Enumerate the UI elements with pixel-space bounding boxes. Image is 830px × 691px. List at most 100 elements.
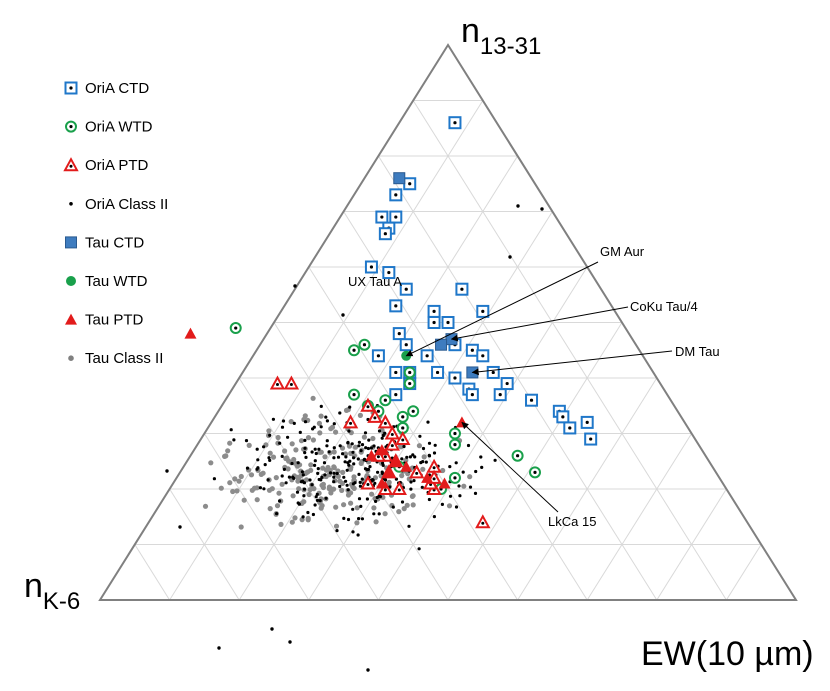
oria-class-ii-point bbox=[325, 419, 329, 423]
oria-class-ii-point bbox=[454, 461, 458, 465]
annotation-label: DM Tau bbox=[675, 344, 720, 359]
oria-ctd-point bbox=[389, 365, 403, 379]
oria-ctd-point bbox=[441, 316, 455, 329]
legend-marker bbox=[65, 236, 77, 249]
oria-wtd-point bbox=[448, 427, 461, 440]
oria-ctd-point bbox=[389, 388, 403, 402]
oria-class-ii-point bbox=[473, 491, 478, 495]
oria-ctd-point bbox=[476, 304, 490, 318]
legend-marker bbox=[69, 202, 73, 206]
annotation-arrow bbox=[471, 350, 673, 376]
oria-class-ii-point bbox=[332, 446, 336, 450]
oria-ctd-point-dot bbox=[397, 332, 401, 336]
oria-class-ii-point bbox=[421, 460, 425, 464]
tau-class-ii-point bbox=[333, 504, 339, 510]
oria-ptd-point-dot bbox=[415, 471, 419, 475]
triangle-frame bbox=[98, 43, 798, 601]
oria-ptd-point-dot bbox=[366, 482, 370, 486]
oria-class-ii-point bbox=[427, 453, 431, 457]
oria-class-ii-point bbox=[318, 499, 322, 503]
oria-class-ii-point bbox=[335, 529, 339, 533]
tau-class-ii-point bbox=[306, 491, 312, 498]
oria-class-ii-point bbox=[332, 456, 336, 460]
oria-class-ii-point bbox=[409, 480, 413, 484]
tau-ctd-point bbox=[393, 172, 406, 185]
oria-class-ii-point bbox=[383, 478, 388, 482]
legend-marker bbox=[63, 157, 79, 172]
oria-ctd-point-dot bbox=[470, 393, 474, 397]
oria-ctd-point bbox=[427, 304, 441, 318]
oria-class-ii-point bbox=[296, 501, 300, 505]
oria-ptd-point-dot bbox=[481, 521, 485, 525]
tau-class-ii-point bbox=[327, 485, 333, 491]
oria-ctd-point-dot bbox=[380, 215, 384, 219]
oria-ctd-point bbox=[500, 377, 514, 391]
oria-class-ii-point bbox=[493, 458, 497, 462]
tau-class-ii-point bbox=[339, 480, 346, 486]
tau-class-ii-point bbox=[225, 448, 231, 454]
tau-class-ii-point bbox=[399, 473, 405, 479]
oria-ctd-point-dot bbox=[435, 370, 440, 375]
annotation-label: LkCa 15 bbox=[548, 514, 596, 529]
oria-wtd-point bbox=[529, 466, 541, 479]
oria-ctd-point bbox=[476, 349, 490, 363]
oria-class-ii-point bbox=[408, 455, 412, 459]
oria-ctd-point-dot bbox=[394, 193, 398, 197]
oria-ptd-point-dot bbox=[373, 416, 377, 420]
oria-class-ii-point bbox=[366, 446, 370, 451]
oria-class-ii-point bbox=[310, 450, 314, 454]
oria-ctd-point-dot bbox=[408, 182, 412, 186]
tau-class-ii-point bbox=[222, 453, 228, 459]
oria-class-ii-point bbox=[298, 430, 302, 434]
tau-class-ii-point bbox=[357, 412, 363, 418]
oria-class-ii-point bbox=[290, 461, 294, 466]
tau-class-ii-point bbox=[386, 479, 392, 485]
oria-ptd-point-dot bbox=[349, 421, 353, 425]
oria-class-ii-point bbox=[345, 468, 349, 472]
oria-wtd-point-dot bbox=[352, 348, 356, 352]
tau-ptd-point bbox=[375, 477, 388, 489]
oria-class-ii-point bbox=[426, 420, 430, 424]
tau-class-ii-point bbox=[310, 437, 316, 443]
tau-class-ii-point bbox=[382, 511, 388, 517]
oria-ptd-point-dot bbox=[390, 444, 394, 448]
annotation-label: GM Aur bbox=[600, 244, 645, 259]
triangle-outline bbox=[98, 43, 798, 601]
tau-class-ii-point bbox=[260, 470, 266, 476]
tau-class-ii-point bbox=[238, 473, 244, 480]
oria-class-ii-point bbox=[363, 431, 368, 435]
oria-class-ii-point bbox=[411, 453, 415, 457]
oria-class-ii-point bbox=[263, 463, 267, 467]
oria-wtd-point-dot bbox=[401, 426, 405, 430]
oria-class-ii-point bbox=[433, 443, 437, 447]
oria-ptd-point bbox=[384, 436, 401, 451]
oria-class-ii-point bbox=[255, 447, 259, 451]
tau-class-ii-point bbox=[404, 502, 410, 508]
oria-class-ii-point bbox=[280, 474, 284, 478]
oria-class-ii-point bbox=[381, 433, 385, 438]
oria-class-ii-point bbox=[292, 476, 296, 480]
oria-class-ii-point bbox=[325, 439, 329, 443]
oria-ctd-point bbox=[556, 410, 570, 424]
tau-class-ii-point bbox=[318, 413, 324, 419]
tau-class-ii-point bbox=[266, 428, 272, 434]
oria-class-ii-point bbox=[377, 512, 381, 516]
oria-class-ii-point bbox=[350, 442, 354, 446]
oria-class-ii-point bbox=[313, 459, 317, 463]
oria-class-ii-point bbox=[342, 516, 346, 521]
oria-class-ii-point bbox=[432, 515, 436, 519]
oria-class-ii-point bbox=[322, 461, 327, 465]
oria-ctd-point bbox=[378, 227, 392, 241]
oria-class-ii-point bbox=[360, 443, 365, 447]
tau-class-ii-point bbox=[292, 460, 298, 466]
oria-class-ii-point bbox=[217, 646, 221, 650]
tau-class-ii-point bbox=[208, 460, 214, 466]
oria-class-ii-point bbox=[380, 470, 384, 474]
tau-class-ii-point bbox=[319, 503, 325, 509]
tau-class-ii-point bbox=[331, 465, 337, 471]
oria-class-ii-point bbox=[420, 485, 424, 489]
oria-class-ii-point bbox=[343, 460, 347, 464]
oria-ctd-point-dot bbox=[453, 121, 457, 125]
oria-class-ii-point bbox=[372, 444, 376, 448]
oria-class-ii-point bbox=[427, 497, 431, 502]
